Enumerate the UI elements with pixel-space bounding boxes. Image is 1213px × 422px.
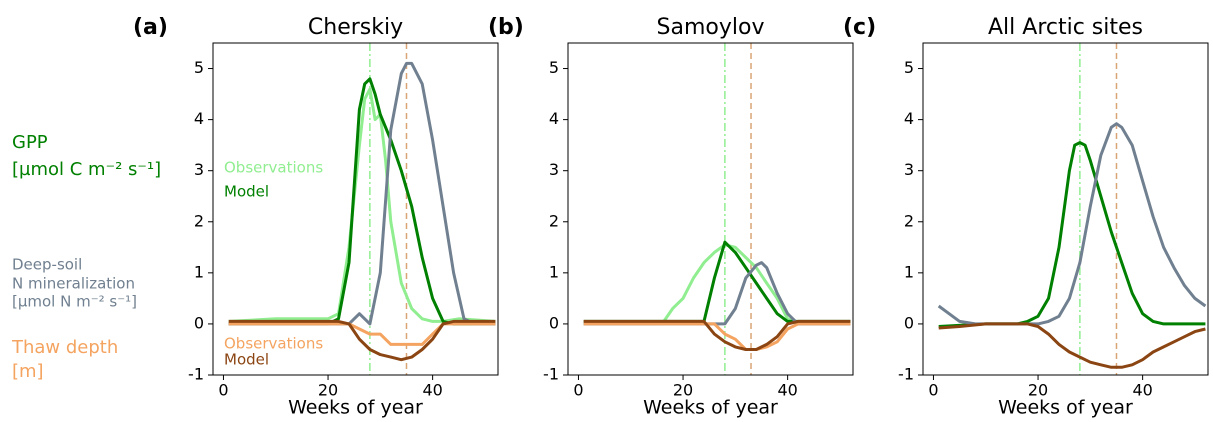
x-tick-label: 40: [1132, 381, 1152, 400]
y-tick-label: 1: [194, 262, 204, 281]
series-line: [938, 141, 1206, 328]
y-tick-label: -1: [188, 365, 204, 384]
y-tick-label: -1: [543, 365, 559, 384]
annotation: Observations: [224, 159, 323, 177]
y-tick-label: 4: [194, 109, 204, 128]
x-tick-label: 20: [1028, 381, 1048, 400]
series-line: [938, 322, 1206, 369]
x-tick-label: 20: [673, 381, 693, 400]
series-line: [228, 319, 496, 362]
plot-frame: [212, 42, 499, 376]
y-tick-label: 5: [194, 58, 204, 77]
y-tick-label: 5: [549, 58, 559, 77]
row-label: Deep-soil: [12, 256, 82, 274]
row-label: Thaw depth: [11, 337, 118, 358]
series-line: [583, 243, 851, 326]
series-line: [228, 61, 496, 326]
y-tick-label: 3: [549, 160, 559, 179]
plot-frame: [922, 42, 1209, 376]
row-label: GPP: [12, 132, 48, 153]
y-tick-label: 3: [194, 160, 204, 179]
x-tick-label: 20: [318, 381, 338, 400]
y-tick-label: 4: [904, 109, 914, 128]
x-tick-label: 0: [218, 381, 228, 400]
annotation: Model: [224, 183, 269, 201]
series-line: [228, 77, 496, 326]
plot-frame: [567, 42, 854, 376]
y-tick-label: 3: [904, 160, 914, 179]
series-line: [583, 319, 851, 351]
x-tick-label: 40: [777, 381, 797, 400]
series-line: [228, 87, 496, 323]
series-line: [583, 261, 851, 326]
row-label: N mineralization: [12, 275, 135, 293]
y-tick-label: 2: [549, 211, 559, 230]
x-tick-label: 0: [573, 381, 583, 400]
row-label: [µmol C m⁻² s⁻¹]: [12, 159, 161, 180]
panel-label: (c): [843, 15, 876, 40]
panel-title: Cherskiy: [308, 15, 403, 40]
x-axis-label: Weeks of year: [643, 397, 778, 419]
y-tick-label: 0: [904, 313, 914, 332]
panel-title: Samoylov: [657, 15, 765, 40]
row-label: [µmol N m⁻² s⁻¹]: [12, 293, 137, 311]
y-tick-label: 2: [904, 211, 914, 230]
y-tick-label: 0: [549, 313, 559, 332]
y-tick-label: 4: [549, 109, 559, 128]
x-axis-label: Weeks of year: [998, 397, 1133, 419]
panel-label: (a): [133, 15, 168, 40]
x-tick-label: 0: [928, 381, 938, 400]
x-tick-label: 40: [422, 381, 442, 400]
panel-label: (b): [488, 15, 524, 40]
row-label: [m]: [12, 361, 44, 382]
annotation: Model: [224, 351, 269, 369]
series-line: [583, 240, 851, 323]
y-tick-label: 2: [194, 211, 204, 230]
y-tick-label: 1: [549, 262, 559, 281]
y-tick-label: 1: [904, 262, 914, 281]
y-tick-label: 0: [194, 313, 204, 332]
annotation: Observations: [224, 335, 323, 353]
y-tick-label: -1: [898, 365, 914, 384]
panel-title: All Arctic sites: [988, 15, 1143, 40]
x-axis-label: Weeks of year: [288, 397, 423, 419]
y-tick-label: 5: [904, 58, 914, 77]
